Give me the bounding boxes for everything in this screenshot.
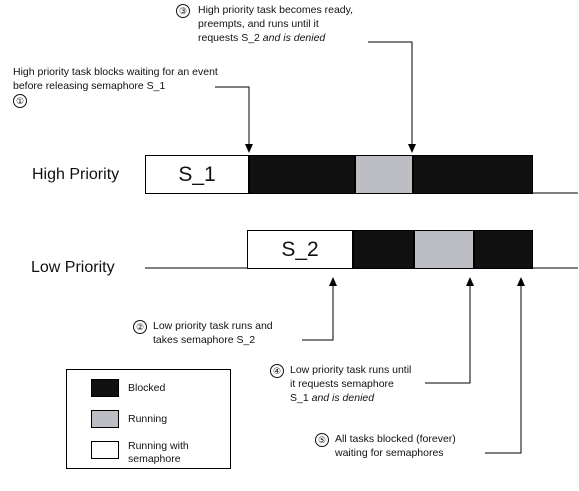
annotation-2-line1: Low priority task runs and	[153, 320, 273, 332]
legend-running-with-semaphore-label-line1: Running with	[128, 440, 189, 452]
annotation-3-line3-plain: requests S_2	[198, 32, 263, 44]
legend-running-label: Running	[128, 413, 168, 425]
annotation-4-line2: it requests semaphore	[290, 378, 394, 390]
annotation-3-line2: preempts, and runs until it	[198, 18, 319, 30]
legend-blocked-label: Blocked	[128, 382, 166, 394]
low-running-segment	[414, 230, 474, 269]
leader-5	[485, 280, 522, 454]
high-blocked-segment-1	[249, 155, 355, 194]
annotation-2-number: ②	[133, 320, 147, 334]
annotation-3-line3: requests S_2 and is denied	[198, 32, 325, 45]
low-blocked-segment-1	[353, 230, 414, 269]
annotation-4-line3: S_1 and is denied	[290, 392, 374, 405]
leader-3	[368, 41, 413, 150]
annotation-4-line3-plain: S_1	[290, 392, 312, 404]
high-running-segment	[355, 155, 413, 194]
annotation-1-line1: High priority task blocks waiting for an…	[13, 66, 218, 78]
legend: Blocked Running Running with semaphore	[66, 369, 231, 469]
low-running-with-semaphore-segment: S_2	[247, 230, 353, 269]
low-blocked-segment-2	[474, 230, 533, 269]
annotation-3-line3-italic: and is denied	[262, 32, 326, 44]
annotation-4-line1: Low priority task runs until	[290, 364, 412, 376]
annotation-5-line1: All tasks blocked (forever)	[335, 433, 456, 445]
legend-blocked-swatch	[91, 379, 119, 397]
leader-1	[215, 86, 250, 150]
high-blocked-segment-2	[413, 155, 533, 194]
annotation-3-line1: High priority task becomes ready,	[198, 4, 354, 16]
legend-running-swatch	[91, 410, 119, 428]
leader-2	[302, 280, 334, 341]
annotation-1-line2: before releasing semaphore S_1	[13, 80, 166, 92]
annotation-3-number: ③	[176, 4, 190, 18]
annotation-4-line3-italic: and is denied	[311, 392, 375, 404]
semaphore-s1-label: S_1	[178, 163, 216, 186]
annotation-5-number: ⑤	[315, 433, 329, 447]
annotation-2-line2: takes semaphore S_2	[153, 334, 256, 346]
leader-4	[425, 280, 471, 384]
legend-running-with-semaphore-swatch	[91, 441, 119, 459]
annotation-1-number: ①	[13, 94, 27, 108]
semaphore-s2-label: S_2	[281, 238, 319, 261]
annotation-5-line2: waiting for semaphores	[335, 447, 444, 459]
high-running-with-semaphore-segment: S_1	[145, 155, 249, 194]
legend-running-with-semaphore-label-line2: semaphore	[128, 453, 181, 465]
low-priority-label: Low Priority	[31, 259, 115, 276]
high-priority-label: High Priority	[32, 166, 120, 183]
annotation-4-number: ④	[270, 364, 284, 378]
